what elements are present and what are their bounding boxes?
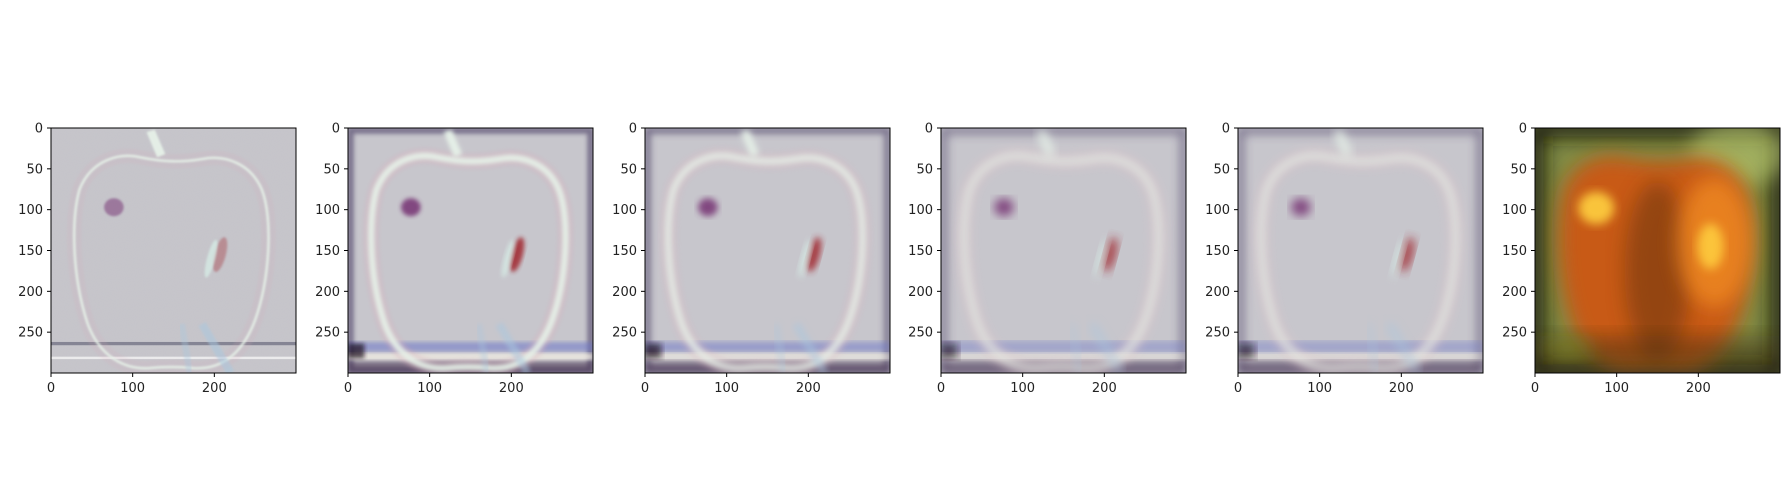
x-tick-label: 200 xyxy=(1686,381,1711,396)
x-tick-label: 100 xyxy=(417,381,442,396)
panel-image xyxy=(941,128,1186,373)
x-tick-label: 100 xyxy=(1604,381,1629,396)
y-tick-label: 150 xyxy=(18,244,43,259)
y-tick-label: 100 xyxy=(315,203,340,218)
panel-5: 0 50 100 150 200 250 0 100 200 xyxy=(1205,122,1484,396)
y-tick-label: 50 xyxy=(323,162,340,177)
y-tick-label: 250 xyxy=(612,326,637,341)
y-tick-label: 0 xyxy=(332,122,340,137)
y-tick-label: 150 xyxy=(315,244,340,259)
y-tick-label: 0 xyxy=(1222,122,1230,137)
panel-image xyxy=(348,128,593,373)
y-tick-label: 50 xyxy=(916,162,933,177)
y-tick-label: 100 xyxy=(18,203,43,218)
y-tick-label: 50 xyxy=(620,162,637,177)
y-tick-label: 100 xyxy=(612,203,637,218)
panel-image xyxy=(51,128,296,373)
y-tick-label: 200 xyxy=(315,285,340,300)
panel-image xyxy=(1535,128,1780,373)
y-tick-label: 150 xyxy=(1502,244,1527,259)
panel-image xyxy=(1238,128,1483,373)
y-tick-label: 200 xyxy=(908,285,933,300)
x-tick-label: 0 xyxy=(47,381,55,396)
panel-6: 0 50 100 150 200 250 0 100 200 xyxy=(1502,122,1781,396)
x-tick-label: 0 xyxy=(937,381,945,396)
x-tick-label: 200 xyxy=(796,381,821,396)
y-tick-label: 0 xyxy=(925,122,933,137)
x-tick-label: 0 xyxy=(1234,381,1242,396)
y-tick-label: 150 xyxy=(1205,244,1230,259)
panel-image xyxy=(645,128,890,373)
x-tick-label: 200 xyxy=(499,381,524,396)
x-tick-label: 200 xyxy=(202,381,227,396)
y-tick-label: 100 xyxy=(908,203,933,218)
y-tick-label: 150 xyxy=(908,244,933,259)
y-tick-label: 250 xyxy=(315,326,340,341)
y-tick-label: 100 xyxy=(1205,203,1230,218)
y-tick-label: 200 xyxy=(1205,285,1230,300)
x-tick-label: 0 xyxy=(641,381,649,396)
y-tick-label: 250 xyxy=(18,326,43,341)
x-tick-label: 0 xyxy=(344,381,352,396)
y-tick-label: 200 xyxy=(18,285,43,300)
panel-4: 0 50 100 150 200 250 0 100 200 xyxy=(908,122,1187,396)
x-tick-label: 0 xyxy=(1531,381,1539,396)
y-tick-label: 0 xyxy=(35,122,43,137)
panel-1: 0 50 100 150 200 250 0 100 200 xyxy=(18,122,297,396)
y-tick-label: 100 xyxy=(1502,203,1527,218)
y-tick-label: 250 xyxy=(908,326,933,341)
y-tick-label: 250 xyxy=(1502,326,1527,341)
x-tick-label: 200 xyxy=(1092,381,1117,396)
x-tick-label: 200 xyxy=(1389,381,1414,396)
y-tick-label: 250 xyxy=(1205,326,1230,341)
y-tick-label: 50 xyxy=(26,162,43,177)
y-tick-label: 50 xyxy=(1213,162,1230,177)
x-tick-label: 100 xyxy=(1010,381,1035,396)
y-tick-label: 150 xyxy=(612,244,637,259)
x-tick-label: 100 xyxy=(120,381,145,396)
y-tick-label: 200 xyxy=(1502,285,1527,300)
panel-3: 0 50 100 150 200 250 0 100 200 xyxy=(612,122,891,396)
y-tick-label: 0 xyxy=(1519,122,1527,137)
y-tick-label: 200 xyxy=(612,285,637,300)
y-tick-label: 50 xyxy=(1510,162,1527,177)
y-tick-label: 0 xyxy=(629,122,637,137)
x-tick-label: 100 xyxy=(714,381,739,396)
panel-2: 0 50 100 150 200 250 0 100 200 xyxy=(315,122,594,396)
x-tick-label: 100 xyxy=(1307,381,1332,396)
